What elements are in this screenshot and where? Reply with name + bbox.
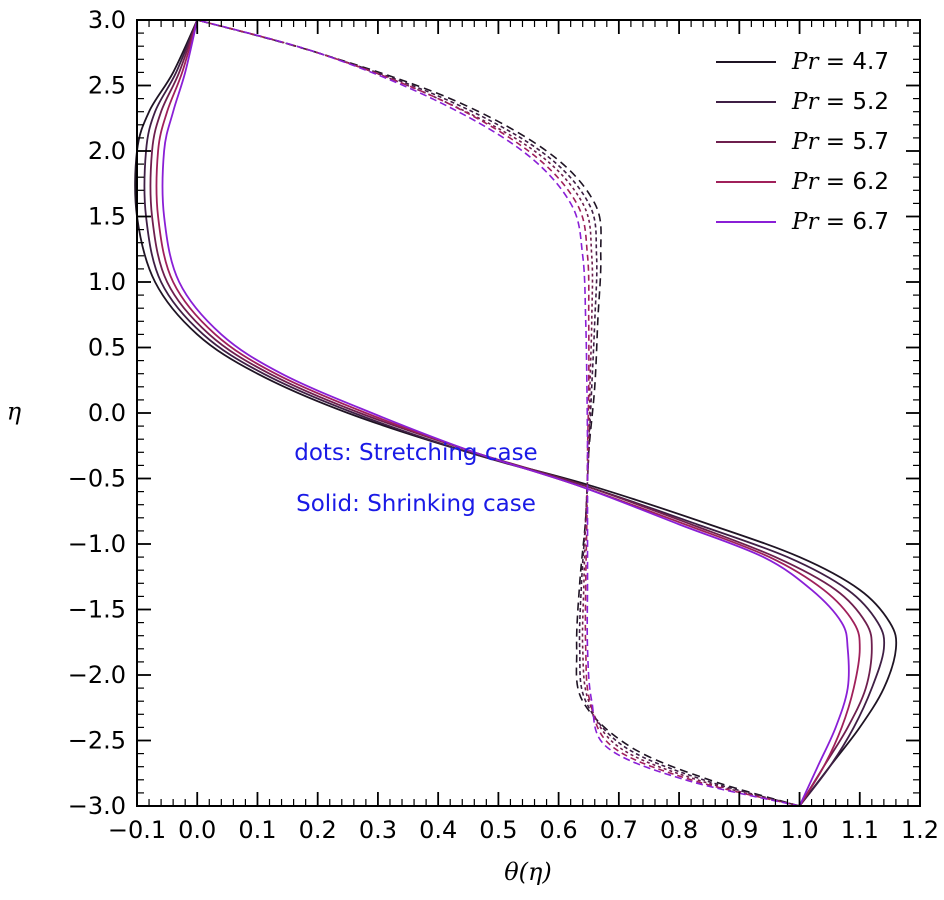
stretching-curve-pr-6-7 [197, 19, 800, 807]
annotation-shrinking: Solid: Shrinking case [296, 491, 536, 517]
legend-label-pr-6-2: Pr = 6.2 [791, 169, 889, 195]
y-tick-label: −1.5 [68, 596, 126, 624]
x-tick-label: 0.2 [299, 816, 337, 844]
x-tick-label: 0.5 [479, 816, 517, 844]
y-tick-label: 0.5 [88, 334, 126, 362]
y-tick-label: −3.0 [68, 792, 126, 820]
x-tick-label: 1.1 [841, 816, 879, 844]
curve-layer [134, 19, 898, 807]
shrinking-curve-pr-6-7 [161, 19, 850, 807]
y-tick-label: −1.0 [68, 530, 126, 558]
x-tick-label: 0.1 [238, 816, 276, 844]
y-tick-label: −2.5 [68, 727, 126, 755]
stretching-curve-pr-5-2 [197, 19, 800, 807]
legend: Pr = 4.7 Pr = 5.2 Pr = 5.7 Pr = 6.2 Pr = 6.7 [716, 49, 889, 235]
x-tick-label: 0.9 [720, 816, 758, 844]
y-tick-label: 1.5 [88, 203, 126, 231]
x-tick-label: 1.2 [901, 816, 939, 844]
stretching-curve-pr-4-7 [197, 19, 800, 807]
legend-label-pr-6-7: Pr = 6.7 [791, 209, 889, 235]
x-tick-label: 0.7 [600, 816, 638, 844]
stretching-curve-pr-5-7 [197, 19, 800, 807]
x-tick-label: 0.6 [540, 816, 578, 844]
y-tick-label: 2.5 [88, 72, 126, 100]
y-tick-label: 2.0 [88, 137, 126, 165]
x-tick-label: −0.1 [108, 816, 166, 844]
y-axis-label: η [7, 398, 22, 426]
plot-frame [136, 19, 921, 807]
y-tick-label: 1.0 [88, 268, 126, 296]
legend-label-pr-5-2: Pr = 5.2 [791, 89, 889, 115]
x-tick-label: 0.0 [178, 816, 216, 844]
x-tick-label: 0.3 [359, 816, 397, 844]
legend-label-pr-5-7: Pr = 5.7 [791, 129, 889, 155]
legend-label-pr-4-7: Pr = 4.7 [791, 49, 889, 75]
y-tick-label: −0.5 [68, 465, 126, 493]
y-tick-label: −2.0 [68, 661, 126, 689]
y-tick-label: 0.0 [88, 399, 126, 427]
x-tick-label: 1.0 [780, 816, 818, 844]
stretching-curve-pr-6-2 [197, 19, 800, 807]
x-tick-label: 0.4 [419, 816, 457, 844]
x-axis-label: θ(η) [504, 858, 552, 886]
x-tick-label: 0.8 [660, 816, 698, 844]
y-tick-labels: −3.0 −2.5 −2.0 −1.5 −1.0 −0.5 0.0 0.5 1.0 1.5 2.0 2… [68, 6, 126, 820]
x-tick-labels: −0.1 0.0 0.1 0.2 0.3 0.4 0.5 0.6 0.7 0.8 0.9 1.0 1.1… [108, 816, 939, 844]
annotation-stretching: dots: Stretching case [294, 440, 537, 466]
y-tick-label: 3.0 [88, 6, 126, 34]
